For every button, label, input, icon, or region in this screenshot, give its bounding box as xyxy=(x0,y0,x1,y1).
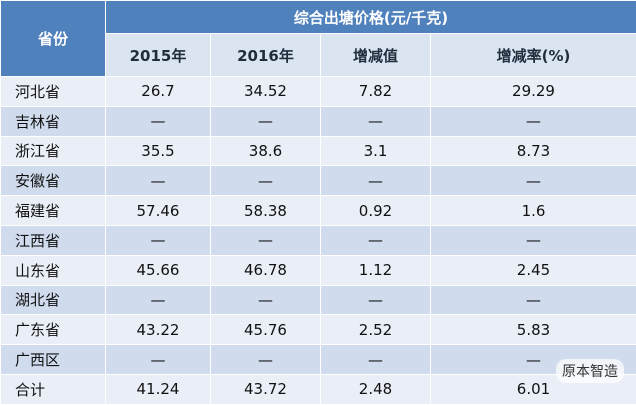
table-row: 吉林省———— xyxy=(1,106,636,136)
value-cell: — xyxy=(211,166,321,196)
province-cell: 合计 xyxy=(1,374,106,404)
province-cell: 广西区 xyxy=(1,345,106,375)
value-cell: — xyxy=(321,225,431,255)
value-cell: 43.72 xyxy=(211,374,321,404)
province-cell: 湖北省 xyxy=(1,285,106,315)
column-header: 2015年 xyxy=(106,34,211,77)
value-cell: 43.22 xyxy=(106,315,211,345)
value-cell: 38.6 xyxy=(211,136,321,166)
value-cell: 0.92 xyxy=(321,196,431,226)
value-cell: 2.52 xyxy=(321,315,431,345)
value-cell: 45.76 xyxy=(211,315,321,345)
header-province: 省份 xyxy=(1,1,106,77)
header-group: 综合出塘价格(元/千克) xyxy=(106,1,636,34)
value-cell: 29.29 xyxy=(431,77,636,107)
value-cell: — xyxy=(431,166,636,196)
value-cell: — xyxy=(211,345,321,375)
value-cell: 3.1 xyxy=(321,136,431,166)
watermark: 原本智造 xyxy=(556,359,624,383)
table-row: 湖北省———— xyxy=(1,285,636,315)
value-cell: — xyxy=(431,106,636,136)
value-cell: — xyxy=(431,225,636,255)
province-cell: 广东省 xyxy=(1,315,106,345)
value-cell: — xyxy=(431,285,636,315)
value-cell: — xyxy=(321,285,431,315)
value-cell: 2.45 xyxy=(431,255,636,285)
province-cell: 河北省 xyxy=(1,77,106,107)
value-cell: — xyxy=(106,345,211,375)
value-cell: 45.66 xyxy=(106,255,211,285)
column-header: 2016年 xyxy=(211,34,321,77)
value-cell: 41.24 xyxy=(106,374,211,404)
column-header: 增减率(%) xyxy=(431,34,636,77)
table-row: 江西省———— xyxy=(1,225,636,255)
value-cell: 34.52 xyxy=(211,77,321,107)
value-cell: 58.38 xyxy=(211,196,321,226)
province-cell: 江西省 xyxy=(1,225,106,255)
value-cell: — xyxy=(321,166,431,196)
value-cell: — xyxy=(106,166,211,196)
value-cell: 26.7 xyxy=(106,77,211,107)
value-cell: 35.5 xyxy=(106,136,211,166)
value-cell: — xyxy=(106,106,211,136)
province-cell: 山东省 xyxy=(1,255,106,285)
value-cell: 1.12 xyxy=(321,255,431,285)
value-cell: 5.83 xyxy=(431,315,636,345)
value-cell: — xyxy=(106,225,211,255)
table-row: 安徽省———— xyxy=(1,166,636,196)
value-cell: — xyxy=(211,225,321,255)
value-cell: 2.48 xyxy=(321,374,431,404)
value-cell: — xyxy=(106,285,211,315)
province-cell: 吉林省 xyxy=(1,106,106,136)
value-cell: — xyxy=(211,106,321,136)
value-cell: — xyxy=(211,285,321,315)
province-cell: 浙江省 xyxy=(1,136,106,166)
value-cell: 7.82 xyxy=(321,77,431,107)
value-cell: — xyxy=(321,106,431,136)
column-header: 增减值 xyxy=(321,34,431,77)
province-cell: 安徽省 xyxy=(1,166,106,196)
table-row: 广西区———— xyxy=(1,345,636,375)
value-cell: 57.46 xyxy=(106,196,211,226)
value-cell: — xyxy=(321,345,431,375)
province-cell: 福建省 xyxy=(1,196,106,226)
value-cell: 46.78 xyxy=(211,255,321,285)
value-cell: 1.6 xyxy=(431,196,636,226)
value-cell: 8.73 xyxy=(431,136,636,166)
